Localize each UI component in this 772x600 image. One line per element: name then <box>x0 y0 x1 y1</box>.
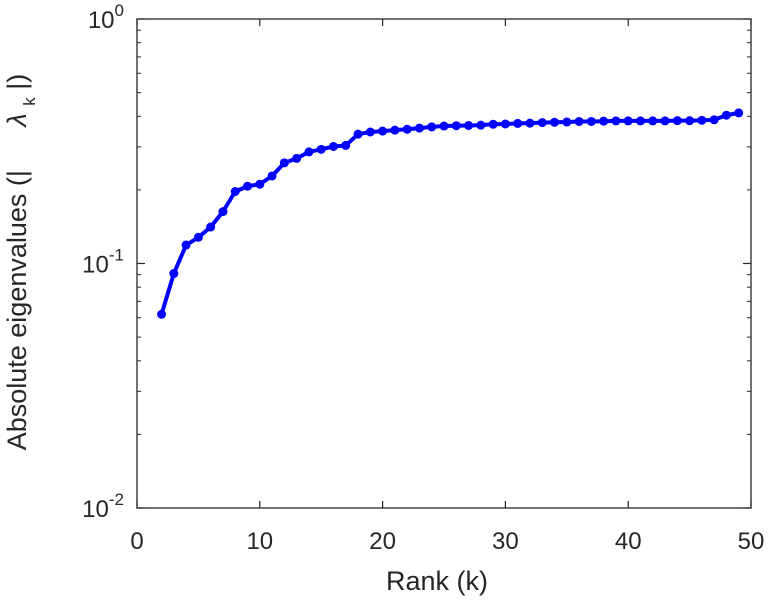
data-point <box>206 222 216 232</box>
y-tick-base: 10 <box>82 496 109 523</box>
data-point <box>365 127 375 137</box>
data-point <box>181 240 191 250</box>
y-axis-label-main: Absolute eigenvalues (| <box>2 170 32 450</box>
ticks-layer <box>136 18 752 509</box>
data-point <box>685 116 695 126</box>
data-point <box>255 179 265 189</box>
series-line <box>159 110 741 317</box>
data-point <box>279 158 289 168</box>
y-axis-label-close: |) <box>2 74 32 90</box>
y-axis-label-subscript: k <box>20 97 39 106</box>
y-axis-label: Absolute eigenvalues (| λ k |) <box>2 74 41 451</box>
data-point <box>709 115 719 125</box>
y-tick-label: 10-2 <box>82 490 124 523</box>
data-point <box>574 116 584 126</box>
data-point <box>439 121 449 131</box>
data-point <box>635 116 645 126</box>
data-point <box>464 120 474 130</box>
y-tick-exponent: -2 <box>109 490 124 509</box>
y-tick-label: 10-1 <box>82 246 124 279</box>
data-point <box>500 119 510 129</box>
data-point <box>672 116 682 126</box>
data-point <box>451 121 461 131</box>
data-point <box>157 309 167 319</box>
data-point <box>218 207 228 217</box>
data-point <box>648 116 658 126</box>
data-point <box>734 108 744 118</box>
data-point <box>427 122 437 132</box>
series-layer <box>157 108 744 319</box>
y-tick-exponent: 0 <box>115 1 124 20</box>
x-tick-label: 10 <box>246 528 273 555</box>
y-axis-label-symbol: λ <box>2 113 32 128</box>
data-point <box>697 115 707 125</box>
x-tick-label: 20 <box>369 528 396 555</box>
data-point <box>550 117 560 127</box>
y-tick-base: 10 <box>82 252 109 279</box>
data-point <box>562 117 572 127</box>
data-point <box>353 129 363 139</box>
data-point <box>292 153 302 163</box>
x-tick-label: 50 <box>738 528 765 555</box>
data-point <box>304 147 314 157</box>
data-point <box>586 116 596 126</box>
data-point <box>193 232 203 242</box>
data-point <box>390 125 400 135</box>
data-point <box>267 171 277 181</box>
data-point <box>537 118 547 128</box>
data-point <box>341 140 351 150</box>
x-tick-label: 0 <box>130 528 143 555</box>
data-point <box>599 116 609 126</box>
data-point <box>623 116 633 126</box>
data-point <box>243 181 253 191</box>
data-point <box>488 119 498 129</box>
data-point <box>230 187 240 197</box>
data-point <box>328 141 338 151</box>
data-point <box>169 269 179 279</box>
x-axis-label: Rank (k) <box>386 566 488 596</box>
plot-frame <box>136 18 752 509</box>
data-point <box>476 120 486 130</box>
x-tick-label: 40 <box>615 528 642 555</box>
y-tick-label: 100 <box>88 1 124 34</box>
data-point <box>316 144 326 154</box>
data-point <box>402 124 412 134</box>
data-point <box>414 123 424 133</box>
data-point <box>525 118 535 128</box>
y-tick-base: 10 <box>88 7 115 34</box>
data-point <box>721 110 731 120</box>
x-tick-label: 30 <box>492 528 519 555</box>
data-point <box>611 116 621 126</box>
data-point <box>378 126 388 136</box>
data-point <box>513 118 523 128</box>
y-tick-exponent: -1 <box>109 246 124 265</box>
data-point <box>660 116 670 126</box>
